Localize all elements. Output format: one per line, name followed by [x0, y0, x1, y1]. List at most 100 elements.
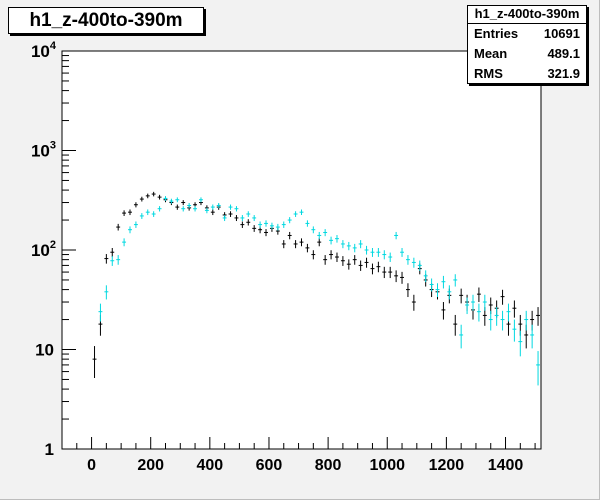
data-point-cyan	[388, 252, 393, 262]
data-point-black	[128, 209, 132, 216]
data-point-cyan	[358, 240, 363, 249]
data-point-cyan	[269, 222, 274, 230]
x-tick-label: 1200	[429, 457, 465, 474]
data-point-cyan	[364, 245, 369, 255]
data-point-black	[500, 289, 505, 305]
data-point-black	[181, 200, 186, 206]
data-point-cyan	[258, 221, 263, 228]
data-point-black	[240, 221, 245, 228]
data-point-cyan	[139, 213, 144, 219]
data-point-black	[122, 210, 127, 216]
stats-label: Mean	[474, 46, 508, 61]
data-point-cyan	[459, 324, 464, 349]
data-point-cyan	[394, 231, 399, 240]
data-point-cyan	[512, 319, 517, 342]
data-point-cyan	[447, 285, 452, 300]
data-point-cyan	[169, 198, 174, 204]
x-tick-label: 800	[315, 457, 342, 474]
data-point-cyan	[305, 220, 310, 227]
data-point-cyan	[110, 256, 115, 266]
data-point-black	[151, 191, 156, 197]
data-point-cyan	[246, 211, 251, 217]
data-point-cyan	[536, 351, 540, 386]
data-point-cyan	[145, 209, 150, 216]
data-point-cyan	[317, 231, 322, 240]
x-tick-label: 0	[87, 457, 96, 474]
data-point-cyan	[482, 294, 487, 311]
data-point-black	[323, 255, 328, 265]
data-point-cyan	[210, 204, 215, 210]
y-tick-label: 104	[31, 40, 57, 61]
data-point-black	[110, 247, 115, 257]
data-point-cyan	[299, 209, 304, 216]
data-point-cyan	[204, 207, 209, 214]
data-point-cyan	[329, 236, 334, 245]
data-point-cyan	[488, 310, 493, 331]
plot-frame	[61, 50, 542, 450]
data-point-cyan	[133, 221, 138, 228]
data-point-cyan	[228, 204, 233, 210]
data-point-cyan	[187, 202, 192, 209]
data-point-cyan	[175, 197, 180, 203]
stats-value: 489.1	[547, 46, 580, 61]
x-tick-label: 600	[256, 457, 283, 474]
data-point-black	[476, 287, 481, 303]
data-point-black	[512, 300, 517, 318]
data-point-black	[405, 283, 410, 298]
data-point-black	[264, 229, 268, 237]
data-point-cyan	[151, 211, 156, 217]
data-point-cyan	[346, 241, 351, 251]
data-point-black	[376, 261, 381, 273]
data-point-black	[157, 194, 162, 200]
stats-row-mean: Mean 489.1	[468, 44, 586, 64]
data-point-cyan	[524, 310, 529, 331]
data-point-black	[145, 193, 150, 199]
data-point-black	[246, 219, 251, 226]
data-point-cyan	[411, 257, 416, 268]
data-point-cyan	[500, 310, 505, 331]
data-point-black	[400, 271, 404, 284]
data-point-cyan	[453, 274, 458, 287]
data-point-black	[293, 240, 298, 249]
data-point-cyan	[429, 278, 434, 292]
data-point-black	[340, 256, 345, 266]
data-point-cyan	[252, 215, 257, 222]
data-point-cyan	[494, 307, 499, 326]
stats-value: 10691	[543, 26, 580, 41]
data-point-black	[210, 209, 215, 216]
data-point-black	[281, 240, 286, 249]
data-point-black	[305, 243, 310, 253]
data-point-black	[92, 346, 97, 378]
stats-row-rms: RMS 321.9	[468, 64, 586, 84]
data-point-cyan	[465, 297, 470, 315]
data-point-cyan	[530, 324, 535, 349]
data-point-cyan	[122, 238, 127, 247]
data-point-black	[228, 211, 233, 217]
data-point-cyan	[417, 260, 422, 271]
x-tick-label: 1000	[369, 457, 405, 474]
data-point-black	[104, 254, 109, 264]
x-tick-label: 400	[196, 457, 223, 474]
data-point-black	[175, 204, 180, 210]
x-tick-label: 1400	[488, 457, 524, 474]
data-point-cyan	[287, 217, 292, 224]
data-point-black	[335, 252, 339, 262]
data-point-cyan	[323, 229, 328, 237]
data-point-cyan	[181, 206, 186, 212]
data-point-cyan	[275, 223, 280, 231]
data-point-black	[364, 257, 369, 268]
stats-value: 321.9	[547, 66, 580, 81]
y-tick-label: 103	[31, 140, 56, 161]
data-point-cyan	[157, 206, 162, 212]
data-point-black	[317, 238, 322, 247]
data-point-cyan	[435, 283, 440, 298]
data-point-black	[252, 225, 257, 232]
data-point-cyan	[400, 247, 404, 257]
data-point-cyan	[163, 196, 168, 201]
data-point-cyan	[518, 330, 523, 357]
data-point-black	[388, 266, 393, 279]
histogram-title: h1_z-400to-390m	[8, 7, 204, 34]
data-point-cyan	[116, 255, 121, 265]
data-point-cyan	[222, 215, 227, 222]
data-point-cyan	[382, 250, 387, 260]
